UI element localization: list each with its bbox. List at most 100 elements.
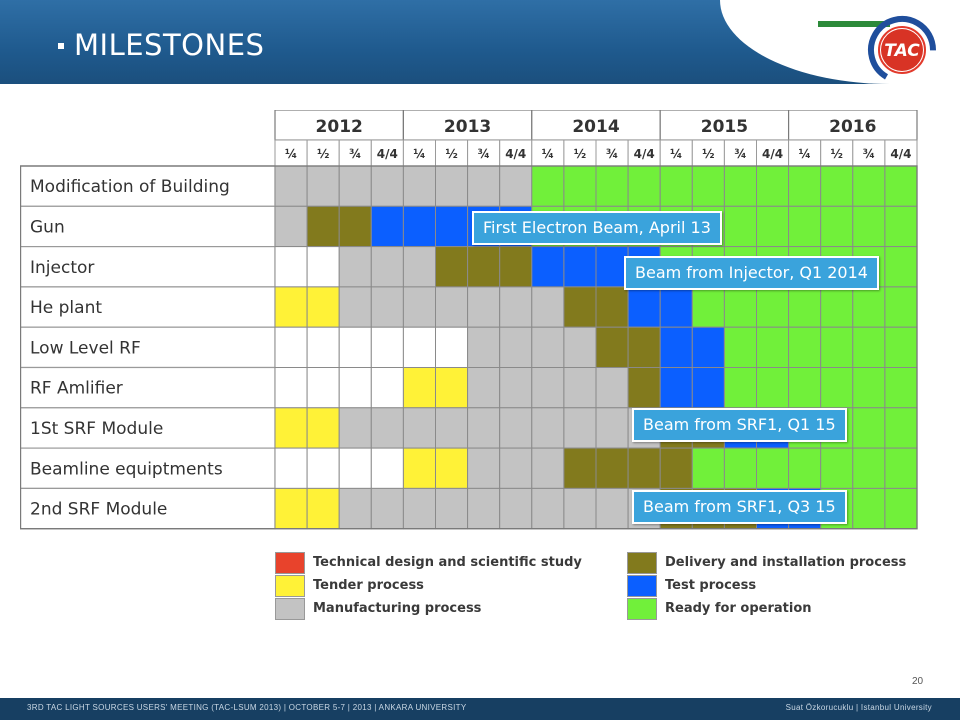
quarter-label: ¼ xyxy=(670,147,682,161)
gantt-cell xyxy=(659,286,693,328)
gantt-cell xyxy=(467,246,501,288)
gantt-border xyxy=(20,165,918,530)
row-label-cell xyxy=(20,487,276,530)
gantt-cell xyxy=(852,487,886,530)
gantt-cell xyxy=(531,165,565,207)
row-label: Gun xyxy=(30,217,65,237)
row-label-cell xyxy=(20,407,276,449)
quarter-label: ¼ xyxy=(542,147,554,161)
gantt-cell xyxy=(884,326,918,368)
gantt-cell xyxy=(563,367,597,409)
gantt-cell xyxy=(563,447,597,489)
gantt-cell xyxy=(467,367,501,409)
slide-title: MILESTONES xyxy=(74,28,265,62)
gantt-cell xyxy=(852,165,886,207)
gantt-cell xyxy=(467,407,501,449)
gantt-cell xyxy=(820,326,854,368)
gantt-cell xyxy=(338,407,372,449)
gantt-cell xyxy=(338,326,372,368)
gantt-cell xyxy=(788,205,822,248)
gantt-cell xyxy=(563,407,597,449)
gantt-cell xyxy=(595,407,629,449)
gantt-cell xyxy=(691,165,725,207)
tac-logo: TAC xyxy=(855,10,949,84)
gantt-cell xyxy=(884,165,918,207)
gantt-cell xyxy=(499,367,533,409)
row-label: 2nd SRF Module xyxy=(30,500,167,520)
legend-swatch-test xyxy=(627,575,657,597)
gantt-cell xyxy=(370,407,404,449)
legend-swatch-manufacturing xyxy=(275,598,305,620)
gantt-cell xyxy=(884,367,918,409)
gantt-cell xyxy=(435,326,469,368)
logo-text: TAC xyxy=(884,41,920,61)
footer-bar: 3RD TAC LIGHT SOURCES USERS' MEETING (TA… xyxy=(0,698,960,720)
gantt-cell xyxy=(435,367,469,409)
gantt-cell xyxy=(338,487,372,530)
gantt-cell xyxy=(435,286,469,328)
gantt-cell xyxy=(595,367,629,409)
quarter-header-cell xyxy=(788,139,822,167)
gantt-cell xyxy=(274,367,308,409)
gantt-cell xyxy=(820,165,854,207)
quarter-header-cell xyxy=(595,139,629,167)
gantt-cell xyxy=(595,246,629,288)
gantt-cell xyxy=(756,367,790,409)
gantt-cell xyxy=(467,487,501,530)
gantt-cell xyxy=(402,165,436,207)
gantt-cell xyxy=(531,326,565,368)
gantt-cell xyxy=(531,367,565,409)
quarter-header-cell xyxy=(435,139,469,167)
quarter-label: ¼ xyxy=(285,147,297,161)
annotation-beam-from-srf1-q3: Beam from SRF1, Q3 15 xyxy=(632,490,847,524)
gantt-cell xyxy=(820,447,854,489)
row-label: He plant xyxy=(30,298,102,318)
gantt-cell xyxy=(756,326,790,368)
quarter-label: 4/4 xyxy=(505,147,526,161)
gantt-cell xyxy=(402,407,436,449)
year-header-cell xyxy=(402,110,533,141)
gantt-cell xyxy=(627,447,661,489)
legend-label: Manufacturing process xyxy=(313,601,482,616)
gantt-cell xyxy=(884,246,918,288)
gantt-cell xyxy=(691,286,725,328)
row-label-cell xyxy=(20,286,276,328)
gantt-cell xyxy=(788,165,822,207)
gantt-cell xyxy=(723,447,758,489)
gantt-cell xyxy=(467,447,501,489)
gantt-cell xyxy=(691,326,725,368)
gantt-cell xyxy=(595,447,629,489)
gantt-cell xyxy=(402,246,436,288)
quarter-label: ¼ xyxy=(798,147,810,161)
gantt-cell xyxy=(531,246,565,288)
legend-label: Tender process xyxy=(313,578,424,593)
gantt-cell xyxy=(370,367,404,409)
gantt-cell xyxy=(402,487,436,530)
legend-label: Test process xyxy=(665,578,757,593)
gantt-cell xyxy=(306,447,340,489)
quarter-label: 4/4 xyxy=(890,147,911,161)
gantt-cell xyxy=(659,447,693,489)
quarter-label: ¾ xyxy=(734,147,746,161)
footer-right-text: Suat Özkorucuklu | Istanbul University xyxy=(785,703,932,712)
legend-label: Ready for operation xyxy=(665,601,812,616)
gantt-cell xyxy=(659,326,693,368)
annotation-beam-from-srf1-q1: Beam from SRF1, Q1 15 xyxy=(632,408,847,442)
quarter-label: ¾ xyxy=(349,147,361,161)
gantt-cell xyxy=(274,487,308,530)
legend-label: Delivery and installation process xyxy=(665,555,907,570)
gantt-cell xyxy=(338,286,372,328)
gantt-cell xyxy=(627,326,661,368)
gantt-cell xyxy=(338,447,372,489)
gantt-cell xyxy=(435,205,469,248)
gantt-cell xyxy=(306,326,340,368)
gantt-cell xyxy=(659,367,693,409)
gantt-cell xyxy=(852,326,886,368)
quarter-label: ¾ xyxy=(606,147,618,161)
legend: Technical design and scientific study Te… xyxy=(275,548,925,623)
row-label: Beamline equiptments xyxy=(30,459,223,479)
quarter-label: ½ xyxy=(445,147,457,161)
gantt-cell xyxy=(402,286,436,328)
gantt-cell xyxy=(306,367,340,409)
gantt-cell xyxy=(627,165,661,207)
